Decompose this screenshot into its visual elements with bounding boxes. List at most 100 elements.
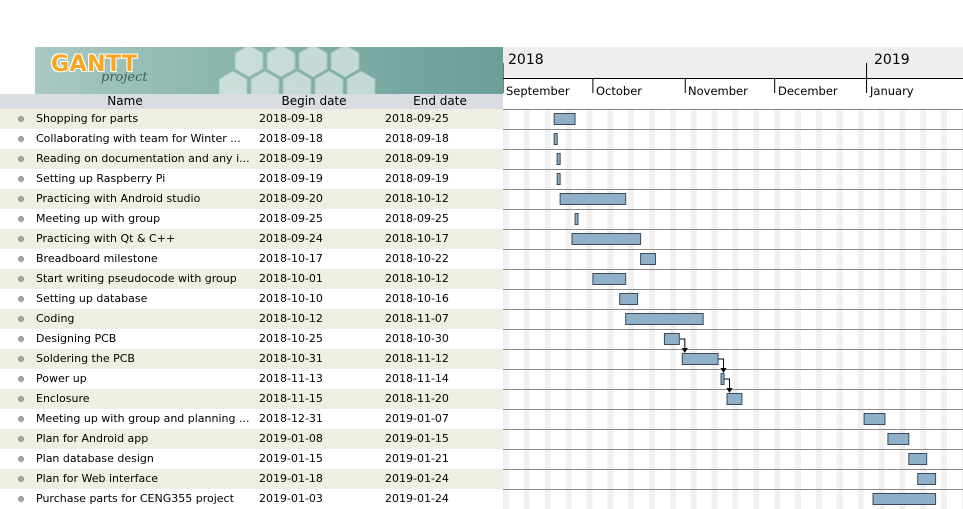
task-begin-date[interactable]: 2018-10-31 — [259, 352, 323, 365]
task-row[interactable]: Setting up database 2018-10-10 2018-10-16 — [0, 289, 503, 309]
task-begin-date[interactable]: 2018-10-12 — [259, 312, 323, 325]
task-row[interactable]: Enclosure 2018-11-15 2018-11-20 — [0, 389, 503, 409]
task-name[interactable]: Plan for Web interface — [36, 472, 159, 485]
task-begin-date[interactable]: 2018-09-18 — [259, 112, 323, 125]
task-row[interactable]: Practicing with Android studio 2018-09-20… — [0, 189, 503, 209]
task-name[interactable]: Start writing pseudocode with group — [36, 272, 237, 285]
task-row[interactable]: Collaborating with team for Winter ... 20… — [0, 129, 503, 149]
month-label-january: January — [870, 84, 914, 98]
task-begin-date[interactable]: 2018-10-01 — [259, 272, 323, 285]
task-begin-date[interactable]: 2018-09-18 — [259, 132, 323, 145]
task-name[interactable]: Practicing with Android studio — [36, 192, 201, 205]
task-begin-date[interactable]: 2019-01-18 — [259, 472, 323, 485]
task-name[interactable]: Reading on documentation and any i... — [36, 152, 250, 165]
task-row[interactable]: Purchase parts for CENG355 project 2019-0… — [0, 489, 503, 509]
task-bar — [720, 373, 725, 385]
task-bullet-icon — [18, 476, 24, 482]
task-name[interactable]: Collaborating with team for Winter ... — [36, 132, 241, 145]
task-row[interactable]: Start writing pseudocode with group 2018-… — [0, 269, 503, 289]
task-begin-date[interactable]: 2018-09-20 — [259, 192, 323, 205]
task-bullet-icon — [18, 356, 24, 362]
task-begin-date[interactable]: 2019-01-03 — [259, 492, 323, 505]
task-end-date[interactable]: 2018-09-19 — [385, 172, 449, 185]
task-name[interactable]: Plan for Android app — [36, 432, 149, 445]
task-name[interactable]: Breadboard milestone — [36, 252, 158, 265]
task-bullet-icon — [18, 256, 24, 262]
task-end-date[interactable]: 2018-11-20 — [385, 392, 449, 405]
task-row[interactable]: Designing PCB 2018-10-25 2018-10-30 — [0, 329, 503, 349]
task-end-date[interactable]: 2018-10-30 — [385, 332, 449, 345]
task-end-date[interactable]: 2018-09-19 — [385, 152, 449, 165]
task-name[interactable]: Power up — [36, 372, 87, 385]
task-end-date[interactable]: 2018-10-16 — [385, 292, 449, 305]
task-end-date[interactable]: 2019-01-24 — [385, 472, 449, 485]
task-row[interactable]: Practicing with Qt & C++ 2018-09-24 2018-1… — [0, 229, 503, 249]
task-row[interactable]: Meeting up with group 2018-09-25 2018-09-2… — [0, 209, 503, 229]
task-begin-date[interactable]: 2018-09-19 — [259, 152, 323, 165]
task-end-date[interactable]: 2018-10-12 — [385, 192, 449, 205]
task-row[interactable]: Plan for Web interface 2019-01-18 2019-01-… — [0, 469, 503, 489]
month-label-september: September — [506, 84, 570, 98]
task-begin-date[interactable]: 2019-01-08 — [259, 432, 323, 445]
task-name[interactable]: Enclosure — [36, 392, 90, 405]
task-bar — [619, 293, 639, 305]
task-row[interactable]: Reading on documentation and any i... 201… — [0, 149, 503, 169]
task-begin-date[interactable]: 2018-09-25 — [259, 212, 323, 225]
task-end-date[interactable]: 2018-09-25 — [385, 112, 449, 125]
task-name[interactable]: Shopping for parts — [36, 112, 139, 125]
task-begin-date[interactable]: 2018-10-10 — [259, 292, 323, 305]
task-name[interactable]: Plan database design — [36, 452, 154, 465]
dependency-line — [724, 378, 730, 389]
task-name[interactable]: Setting up Raspberry Pi — [36, 172, 166, 185]
task-begin-date[interactable]: 2018-11-13 — [259, 372, 323, 385]
task-begin-date[interactable]: 2019-01-15 — [259, 452, 323, 465]
task-row[interactable]: Power up 2018-11-13 2018-11-14 — [0, 369, 503, 389]
task-table: Shopping for parts 2018-09-18 2018-09-25 Co… — [0, 109, 503, 509]
task-begin-date[interactable]: 2018-11-15 — [259, 392, 323, 405]
task-end-date[interactable]: 2018-11-07 — [385, 312, 449, 325]
task-row[interactable]: Soldering the PCB 2018-10-31 2018-11-12 — [0, 349, 503, 369]
task-end-date[interactable]: 2019-01-15 — [385, 432, 449, 445]
column-header-end-date[interactable]: End date — [413, 94, 467, 108]
task-end-date[interactable]: 2018-09-18 — [385, 132, 449, 145]
task-end-date[interactable]: 2018-10-17 — [385, 232, 449, 245]
task-row[interactable]: Shopping for parts 2018-09-18 2018-09-25 — [0, 109, 503, 129]
task-name[interactable]: Meeting up with group and planning ... — [36, 412, 250, 425]
task-end-date[interactable]: 2018-10-12 — [385, 272, 449, 285]
task-row[interactable]: Plan for Android app 2019-01-08 2019-01-15 — [0, 429, 503, 449]
column-header-name[interactable]: Name — [107, 94, 143, 108]
task-row[interactable]: Coding 2018-10-12 2018-11-07 — [0, 309, 503, 329]
task-row[interactable]: Plan database design 2019-01-15 2019-01-21 — [0, 449, 503, 469]
task-end-date[interactable]: 2019-01-07 — [385, 412, 449, 425]
task-name[interactable]: Coding — [36, 312, 75, 325]
task-name[interactable]: Purchase parts for CENG355 project — [36, 492, 234, 505]
task-begin-date[interactable]: 2018-09-24 — [259, 232, 323, 245]
task-end-date[interactable]: 2019-01-21 — [385, 452, 449, 465]
task-end-date[interactable]: 2018-09-25 — [385, 212, 449, 225]
task-end-date[interactable]: 2019-01-24 — [385, 492, 449, 505]
task-end-date[interactable]: 2018-11-14 — [385, 372, 449, 385]
task-table-header: Name Begin date End date — [0, 94, 503, 110]
task-begin-date[interactable]: 2018-10-17 — [259, 252, 323, 265]
logo-subtitle: project — [101, 70, 148, 85]
task-row[interactable]: Breadboard milestone 2018-10-17 2018-10-22 — [0, 249, 503, 269]
gantt-chart: 2018 2019 September October November Dec… — [503, 47, 963, 509]
column-header-begin-date[interactable]: Begin date — [281, 94, 347, 108]
task-bar — [553, 133, 558, 145]
task-name[interactable]: Soldering the PCB — [36, 352, 135, 365]
task-name[interactable]: Designing PCB — [36, 332, 117, 345]
task-begin-date[interactable]: 2018-10-25 — [259, 332, 323, 345]
task-end-date[interactable]: 2018-11-12 — [385, 352, 449, 365]
task-name[interactable]: Meeting up with group — [36, 212, 161, 225]
dependency-arrow-icon — [681, 348, 688, 353]
task-end-date[interactable]: 2018-10-22 — [385, 252, 449, 265]
task-begin-date[interactable]: 2018-12-31 — [259, 412, 323, 425]
task-begin-date[interactable]: 2018-09-19 — [259, 172, 323, 185]
year-label-2019: 2019 — [874, 52, 910, 68]
task-row[interactable]: Meeting up with group and planning ... 20… — [0, 409, 503, 429]
task-name[interactable]: Setting up database — [36, 292, 148, 305]
task-name[interactable]: Practicing with Qt & C++ — [36, 232, 176, 245]
task-bullet-icon — [18, 156, 24, 162]
task-bar — [872, 493, 937, 505]
task-row[interactable]: Setting up Raspberry Pi 2018-09-19 2018-09… — [0, 169, 503, 189]
